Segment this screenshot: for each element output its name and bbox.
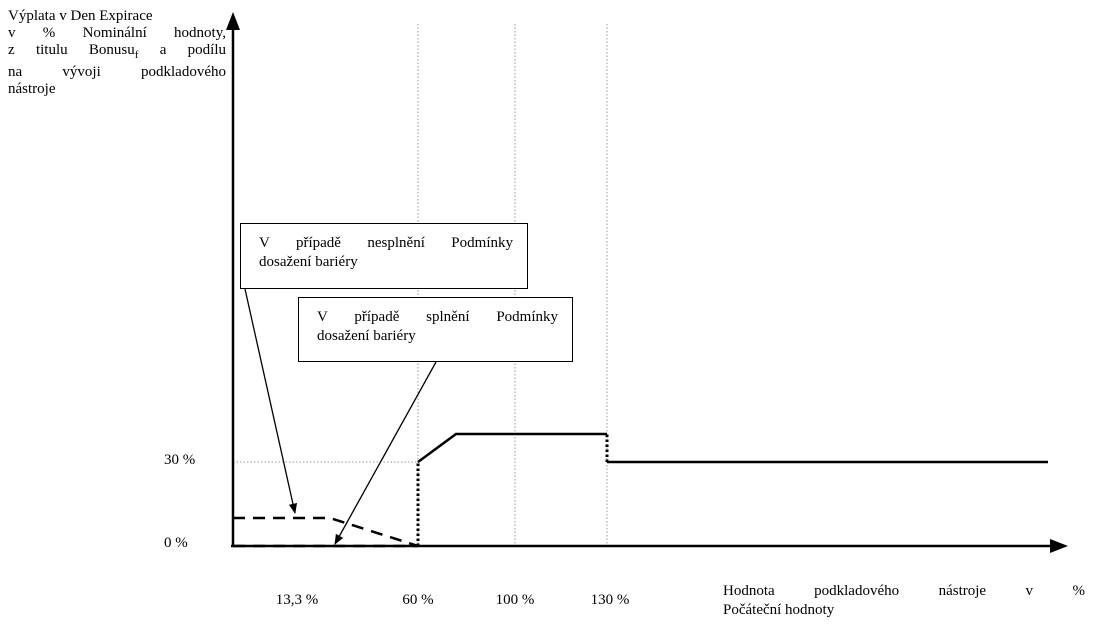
y-axis-label-bonus: z titulu Bonusu (8, 42, 135, 58)
y-axis-label-bonus-line: z titulu Bonusuf a podílu (8, 42, 226, 64)
x-tick-label: 13,3 % (275, 592, 319, 608)
x-tick-label: 60 % (402, 592, 434, 608)
y-axis-label-line: nástroje (8, 81, 56, 97)
callout-not-met: V případě nesplnění Podmínky dosažení ba… (240, 223, 528, 289)
callout-met-line: V případě splnění Podmínky (317, 309, 558, 325)
callout-not-met-line: V případě nesplnění Podmínky (259, 235, 513, 251)
x-axis-label: Hodnota podkladového nástroje v % Počáte… (723, 582, 1085, 620)
y-axis-label-bonus-tail: a podílu (159, 42, 227, 58)
x-axis-label-line: Počáteční hodnoty (723, 602, 835, 618)
y-axis-label: Výplata v Den Expirace v % Nominální hod… (8, 8, 230, 98)
y-tick-label: 0 % (164, 535, 188, 551)
callout-met: V případě splnění Podmínky dosažení bari… (298, 297, 573, 362)
callout-not-met-line: dosažení bariéry (259, 254, 358, 270)
y-axis-arrowhead (226, 12, 240, 30)
callout-not-met-pointer (244, 288, 298, 515)
y-tick-label: 30 % (164, 452, 196, 468)
callout-met-line: dosažení bariéry (317, 328, 416, 344)
x-tick-label: 130 % (590, 592, 630, 608)
y-axis-label-line: Výplata v Den Expirace (8, 8, 153, 24)
payoff-line-solid (417, 432, 607, 464)
callout-met-pointer (334, 361, 437, 545)
x-tick-label: 100 % (495, 592, 535, 608)
x-axis-arrowhead (1050, 539, 1068, 553)
bonus-subscript: f (134, 49, 139, 61)
payoff-line-dashed (233, 516, 419, 548)
x-axis-label-line: Hodnota podkladového nástroje v % (723, 583, 1085, 599)
y-axis-label-line: v % Nominální hodnoty, (8, 25, 226, 41)
y-axis-label-line: na vývoji podkladového (8, 64, 226, 80)
